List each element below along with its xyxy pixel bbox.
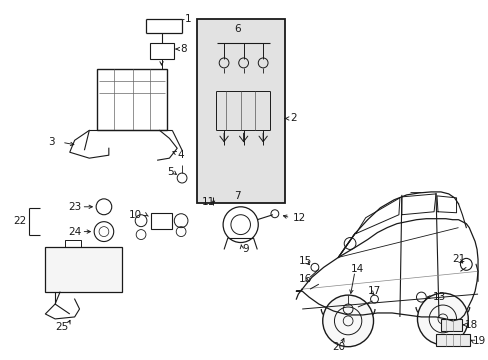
Text: 9: 9 xyxy=(242,244,249,255)
Bar xyxy=(149,43,174,59)
FancyArrowPatch shape xyxy=(427,296,429,298)
FancyArrowPatch shape xyxy=(220,133,228,142)
Text: 10: 10 xyxy=(128,210,141,220)
Text: 15: 15 xyxy=(299,256,312,266)
Text: 11: 11 xyxy=(201,197,214,207)
Bar xyxy=(196,19,284,203)
Text: 19: 19 xyxy=(472,336,486,346)
Text: 5: 5 xyxy=(167,167,174,177)
Bar xyxy=(440,319,462,331)
Text: 17: 17 xyxy=(367,286,380,296)
Text: 2: 2 xyxy=(290,113,297,123)
Text: 1: 1 xyxy=(184,14,191,24)
Text: 14: 14 xyxy=(350,264,364,274)
Text: 8: 8 xyxy=(180,44,186,54)
Bar xyxy=(150,213,172,229)
FancyArrowPatch shape xyxy=(239,133,247,142)
Bar xyxy=(45,247,122,292)
Circle shape xyxy=(417,293,468,345)
Text: 12: 12 xyxy=(292,213,305,223)
Text: 6: 6 xyxy=(234,24,241,34)
Bar xyxy=(435,334,469,346)
Text: 23: 23 xyxy=(68,202,81,212)
Text: 24: 24 xyxy=(68,226,81,237)
Text: 20: 20 xyxy=(331,342,344,352)
Bar xyxy=(97,69,167,130)
FancyArrowPatch shape xyxy=(259,133,267,142)
Text: 13: 13 xyxy=(432,292,446,302)
Bar xyxy=(65,239,81,247)
Text: 7: 7 xyxy=(234,191,241,201)
Text: 18: 18 xyxy=(464,320,477,330)
Text: 16: 16 xyxy=(299,274,312,284)
Text: 25: 25 xyxy=(55,322,68,332)
Text: 21: 21 xyxy=(452,255,465,264)
Circle shape xyxy=(322,295,373,347)
Text: 22: 22 xyxy=(13,216,26,226)
Text: 4: 4 xyxy=(177,150,183,160)
Text: 3: 3 xyxy=(48,137,55,147)
